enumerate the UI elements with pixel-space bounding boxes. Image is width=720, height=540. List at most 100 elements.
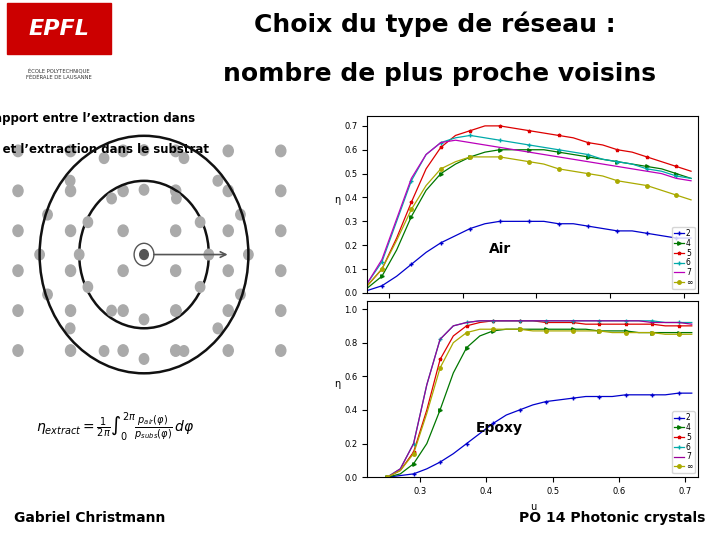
Ellipse shape: [13, 145, 23, 157]
6: [502, 318, 510, 324]
5: [555, 319, 564, 326]
7: [608, 318, 616, 324]
Ellipse shape: [118, 185, 128, 197]
Line: 7: 7: [353, 140, 691, 293]
Ellipse shape: [13, 345, 23, 356]
Ellipse shape: [35, 249, 45, 260]
Ellipse shape: [276, 305, 286, 316]
7: [407, 175, 415, 181]
4: [495, 146, 504, 153]
∞: [621, 329, 630, 336]
7: [423, 381, 431, 388]
Ellipse shape: [66, 185, 76, 197]
2: [516, 407, 524, 413]
Ellipse shape: [223, 225, 233, 237]
5: [392, 235, 401, 241]
2: [555, 396, 564, 403]
Line: 4: 4: [385, 327, 693, 479]
4: [613, 158, 622, 165]
Ellipse shape: [195, 217, 204, 227]
4: [628, 161, 636, 167]
6: [363, 280, 372, 287]
5: [687, 168, 696, 174]
4: [595, 328, 603, 334]
7: [555, 318, 564, 324]
4: [584, 154, 593, 160]
Ellipse shape: [75, 249, 84, 260]
2: [661, 392, 670, 398]
6: [642, 166, 651, 172]
6: [687, 175, 696, 181]
7: [642, 168, 651, 174]
Ellipse shape: [66, 323, 75, 334]
4: [451, 161, 460, 167]
Text: Air: Air: [489, 242, 510, 256]
∞: [613, 178, 622, 184]
∞: [396, 467, 405, 474]
Ellipse shape: [276, 185, 286, 197]
4: [621, 328, 630, 334]
7: [449, 322, 458, 329]
Line: ∞: ∞: [351, 155, 693, 295]
7: [674, 319, 683, 326]
Ellipse shape: [66, 345, 76, 356]
4: [516, 326, 524, 333]
∞: [672, 192, 680, 198]
∞: [525, 158, 534, 165]
6: [466, 132, 474, 139]
2: [613, 228, 622, 234]
6: [648, 318, 657, 324]
4: [582, 326, 590, 333]
2: [568, 395, 577, 401]
6: [541, 318, 550, 324]
5: [377, 266, 386, 272]
Ellipse shape: [276, 145, 286, 157]
Ellipse shape: [243, 249, 253, 260]
7: [539, 151, 548, 158]
∞: [449, 340, 458, 346]
Ellipse shape: [171, 265, 181, 276]
4: [648, 329, 657, 336]
Line: 4: 4: [351, 148, 693, 295]
6: [396, 465, 405, 472]
2: [451, 232, 460, 239]
4: [554, 149, 563, 156]
2: [621, 392, 630, 398]
4: [348, 289, 357, 296]
∞: [377, 266, 386, 272]
Ellipse shape: [140, 145, 149, 156]
6: [674, 319, 683, 326]
Text: Rapport entre l’extraction dans: Rapport entre l’extraction dans: [0, 112, 195, 125]
4: [528, 326, 537, 333]
Ellipse shape: [140, 314, 149, 325]
6: [516, 318, 524, 324]
4: [568, 326, 577, 333]
Line: ∞: ∞: [385, 327, 693, 479]
2: [466, 225, 474, 232]
6: [409, 440, 418, 447]
6: [422, 151, 431, 158]
Ellipse shape: [118, 145, 128, 157]
∞: [489, 326, 498, 333]
5: [348, 289, 357, 296]
2: [481, 220, 490, 227]
7: [396, 465, 405, 472]
∞: [436, 364, 444, 371]
∞: [451, 158, 460, 165]
7: [392, 215, 401, 222]
2: [634, 392, 643, 398]
Line: 5: 5: [385, 319, 693, 479]
4: [363, 285, 372, 292]
2: [422, 249, 431, 255]
Ellipse shape: [66, 265, 76, 276]
X-axis label: u: u: [530, 317, 536, 327]
5: [608, 321, 616, 327]
∞: [568, 328, 577, 334]
∞: [555, 328, 564, 334]
Line: 5: 5: [351, 124, 693, 295]
6: [392, 218, 401, 225]
6: [554, 146, 563, 153]
∞: [628, 180, 636, 186]
Ellipse shape: [223, 185, 233, 197]
Ellipse shape: [171, 185, 181, 197]
